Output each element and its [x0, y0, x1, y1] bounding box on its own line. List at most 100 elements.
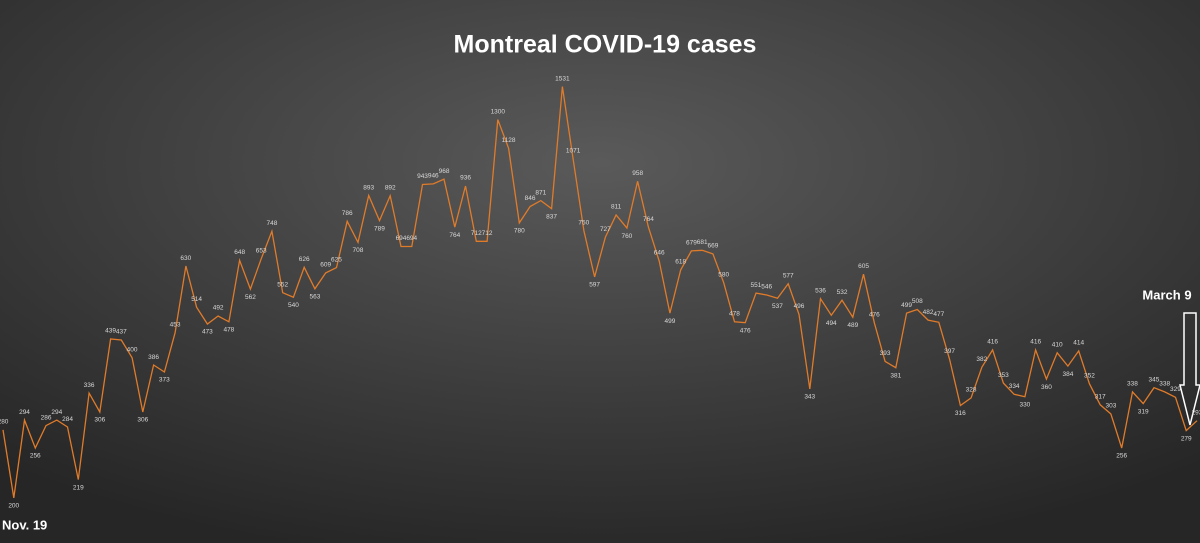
data-label: 626 — [299, 256, 310, 263]
data-label: 476 — [869, 311, 880, 318]
data-label: 489 — [847, 322, 858, 329]
data-label: 577 — [783, 273, 794, 280]
data-label: 789 — [374, 225, 385, 232]
data-label: 958 — [632, 170, 643, 177]
data-label: 338 — [1159, 381, 1170, 388]
data-label: 811 — [611, 204, 622, 211]
data-label: 508 — [912, 298, 923, 305]
data-label: 546 — [761, 284, 772, 291]
data-label: 303 — [1106, 403, 1117, 410]
data-label: 382 — [976, 356, 987, 363]
data-label: 482 — [923, 309, 934, 316]
annotation: March 9 — [1142, 287, 1191, 302]
data-label: 338 — [1127, 381, 1138, 388]
data-label: 532 — [837, 289, 848, 296]
data-label: 328 — [966, 387, 977, 394]
data-label: 563 — [310, 293, 321, 300]
data-label: 494 — [826, 320, 837, 327]
data-label: 646 — [654, 250, 665, 257]
data-label: 1300 — [491, 108, 506, 115]
data-label: 871 — [535, 189, 546, 196]
data-label: 478 — [729, 311, 740, 318]
data-label: 653 — [256, 248, 267, 255]
data-label: 764 — [449, 232, 460, 239]
data-label: 708 — [353, 247, 364, 254]
data-label: 537 — [772, 303, 783, 310]
data-label: 760 — [621, 233, 632, 240]
data-label: 343 — [804, 394, 815, 401]
data-label: 345 — [1149, 376, 1160, 383]
data-label: 306 — [137, 417, 148, 424]
data-label: 279 — [1181, 435, 1192, 442]
data-label: 256 — [30, 453, 41, 460]
data-label: 562 — [245, 294, 256, 301]
data-label: 946 — [428, 173, 439, 180]
data-label: 1071 — [566, 148, 581, 155]
data-label: 373 — [159, 377, 170, 384]
data-label: 353 — [998, 372, 1009, 379]
data-label: 316 — [955, 410, 966, 417]
arrow — [1179, 312, 1200, 426]
data-label: 648 — [234, 249, 245, 256]
data-label: 306 — [94, 417, 105, 424]
data-label: 453 — [170, 321, 181, 328]
data-label: 968 — [439, 168, 450, 175]
data-label: 286 — [41, 414, 52, 421]
data-label: 846 — [525, 195, 536, 202]
data-label: 393 — [880, 350, 891, 357]
line — [2, 86, 1198, 499]
data-label: 609 — [320, 262, 331, 269]
data-label: 597 — [589, 282, 600, 289]
data-label: 477 — [933, 311, 944, 318]
data-label: 1128 — [502, 137, 516, 144]
data-label: 397 — [944, 348, 955, 355]
annotation: Nov. 19 — [2, 517, 47, 532]
data-label: 416 — [1030, 339, 1041, 346]
data-label: 256 — [1116, 453, 1127, 460]
data-label: 618 — [675, 259, 686, 266]
data-label: 694 — [406, 235, 417, 242]
data-label: 1531 — [555, 75, 570, 82]
data-label: 492 — [213, 305, 224, 312]
data-label: 625 — [331, 256, 342, 263]
data-label: 336 — [84, 382, 95, 389]
data-label: 499 — [664, 318, 675, 325]
data-label: 605 — [858, 263, 869, 270]
data-label: 294 — [51, 409, 62, 416]
data-label: 540 — [288, 302, 299, 309]
data-label: 416 — [987, 339, 998, 346]
data-label: 384 — [1062, 371, 1073, 378]
data-label: 410 — [1052, 342, 1063, 349]
data-label: 892 — [385, 184, 396, 191]
data-label: 319 — [1138, 408, 1149, 415]
data-label: 437 — [116, 329, 127, 336]
data-label: 400 — [127, 347, 138, 354]
data-label: 893 — [363, 184, 374, 191]
data-label: 381 — [890, 372, 901, 379]
data-label: 294 — [19, 409, 30, 416]
data-label: 936 — [460, 175, 471, 182]
data-label: 580 — [718, 271, 729, 278]
data-label: 727 — [600, 226, 611, 233]
data-label: 439 — [105, 328, 116, 335]
data-label: 764 — [643, 216, 654, 223]
data-label: 694 — [396, 235, 407, 242]
chart-title: Montreal COVID-19 cases — [454, 31, 757, 59]
data-label: 780 — [514, 228, 525, 235]
data-label: 329 — [1170, 386, 1181, 393]
data-label: 679 — [686, 240, 697, 247]
data-label: 280 — [0, 419, 9, 426]
data-label: 293 — [1192, 409, 1200, 416]
data-label: 536 — [815, 287, 826, 294]
data-label: 748 — [266, 220, 277, 227]
data-label: 750 — [578, 220, 589, 227]
data-label: 669 — [708, 243, 719, 250]
data-label: 837 — [546, 213, 557, 220]
data-label: 352 — [1084, 372, 1095, 379]
data-label: 360 — [1041, 384, 1052, 391]
data-label: 681 — [697, 239, 708, 246]
data-label: 712 — [482, 230, 493, 237]
data-label: 317 — [1095, 394, 1106, 401]
